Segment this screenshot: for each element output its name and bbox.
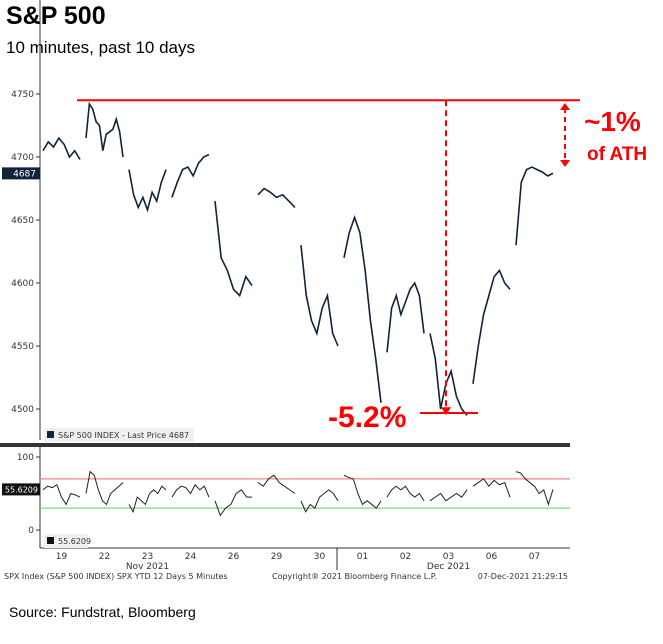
arrow-down-icon	[560, 160, 570, 167]
chart-subtitle: 10 minutes, past 10 days	[6, 38, 196, 57]
price-line-segment	[171, 153, 210, 198]
x-tick-label: 23	[142, 552, 153, 562]
x-tick-label: 07	[529, 552, 540, 562]
last-rsi-label: 55.6209	[5, 485, 38, 494]
x-tick-label: 30	[314, 552, 326, 562]
y-tick-label: 4650	[11, 216, 34, 226]
legend-box	[44, 428, 194, 442]
price-line-segment	[85, 101, 124, 158]
month-label: Nov 2021	[126, 562, 169, 572]
x-tick-label: 01	[357, 552, 368, 562]
rsi-line-segment	[472, 478, 511, 498]
rsi-line-segment	[214, 489, 252, 517]
price-line-segment	[429, 333, 468, 416]
source-note: Source: Fundstrat, Bloomberg	[9, 604, 196, 620]
rsi-line-segment	[515, 471, 554, 507]
drawdown-label: -5.2%	[328, 401, 406, 434]
y-tick-label: 4600	[11, 279, 34, 289]
legend-rsi: 55.6209	[58, 537, 91, 546]
rsi-legend-box	[44, 534, 88, 548]
rsi-tick-label: 100	[17, 453, 34, 463]
x-tick-label: 22	[99, 552, 110, 562]
last-price-label: 4687	[13, 169, 36, 179]
price-line-segment	[257, 187, 296, 208]
x-tick-label: 29	[271, 552, 283, 562]
y-tick-label: 4750	[11, 90, 34, 100]
rsi-tick-label: 0	[28, 526, 34, 536]
y-tick-label: 4700	[11, 153, 34, 163]
arrow-up-icon	[560, 103, 570, 110]
footer-center: Copyright® 2021 Bloomberg Finance L.P.	[272, 572, 437, 581]
month-label: Dec 2021	[427, 562, 470, 572]
price-line-segment	[472, 268, 511, 384]
price-line-segment	[300, 245, 339, 347]
chart-title: S&P 500	[6, 2, 106, 30]
x-tick-label: 19	[56, 552, 68, 562]
last-rsi-tag	[2, 483, 40, 496]
rsi-line-segment	[42, 483, 81, 506]
x-tick-label: 03	[443, 552, 454, 562]
ath-label: of ATH	[587, 144, 647, 165]
price-line-segment	[386, 281, 425, 353]
ath-pct-label: ~1%	[584, 106, 641, 137]
price-line-segment	[42, 136, 81, 160]
price-line-segment	[343, 215, 382, 403]
rsi-line-segment	[343, 474, 382, 509]
footer-right: 07-Dec-2021 21:29:15	[478, 572, 568, 581]
rsi-line-segment	[386, 485, 425, 502]
legend-swatch	[47, 431, 54, 438]
x-tick-label: 26	[228, 552, 240, 562]
x-tick-label: 02	[400, 552, 411, 562]
rsi-line-segment	[429, 489, 468, 502]
y-tick-label: 4550	[11, 342, 34, 352]
x-tick-label: 06	[486, 552, 498, 562]
rsi-line-segment	[171, 483, 210, 498]
price-line-segment	[214, 201, 253, 298]
price-line-segment	[128, 169, 167, 213]
rsi-legend-swatch	[47, 537, 54, 544]
panel-divider	[0, 443, 570, 447]
x-tick-label: 24	[185, 552, 197, 562]
legend-price: S&P 500 INDEX - Last Price 4687	[58, 431, 189, 440]
rsi-line-segment	[128, 485, 167, 514]
rsi-line-segment	[300, 489, 339, 513]
y-tick-label: 4500	[11, 405, 34, 415]
rsi-line-segment	[257, 474, 296, 494]
rsi-line-segment	[85, 470, 124, 506]
price-line-segment	[515, 166, 554, 246]
last-price-tag	[2, 167, 40, 180]
arrow-head-icon	[441, 407, 451, 416]
footer-left: SPX Index (S&P 500 INDEX) SPX YTD 12 Day…	[4, 572, 228, 581]
